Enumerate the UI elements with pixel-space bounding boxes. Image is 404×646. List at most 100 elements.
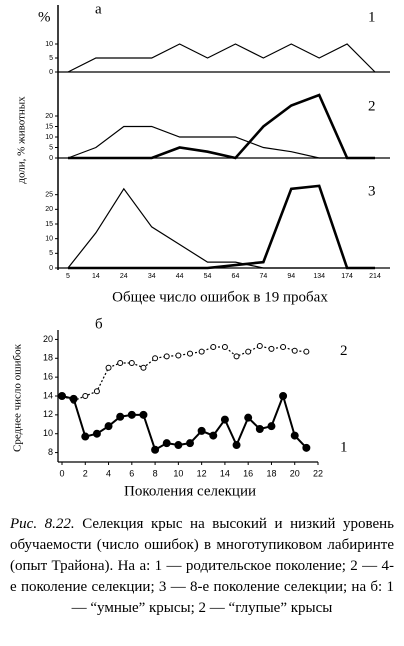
y-tick-label: 14 <box>43 390 53 400</box>
y-tick-label: 5 <box>49 250 53 257</box>
x-tick-label: 174 <box>341 273 353 280</box>
data-point <box>105 364 112 371</box>
data-point <box>162 439 171 448</box>
data-point <box>279 392 288 400</box>
data-point <box>220 415 229 424</box>
x-tick-label: 54 <box>204 273 212 280</box>
y-tick-label: 0 <box>49 69 53 76</box>
panel-number: 1 <box>368 9 376 25</box>
data-point <box>256 343 263 350</box>
data-point <box>209 431 218 440</box>
panel-label: б <box>95 316 103 332</box>
y-tick-label: 10 <box>45 41 53 48</box>
data-point <box>151 445 160 454</box>
x-tick-label: 214 <box>369 273 381 280</box>
x-tick-label: 74 <box>259 273 267 280</box>
y-tick-label: 15 <box>45 123 53 130</box>
x-tick-label: 5 <box>66 273 70 280</box>
x-tick-label: 24 <box>120 273 128 280</box>
x-tick-label: 8 <box>153 468 158 478</box>
x-tick-label: 18 <box>266 468 276 478</box>
x-tick-label: 14 <box>220 468 230 478</box>
data-point <box>58 392 66 400</box>
data-point <box>232 441 241 450</box>
y-tick-label: 10 <box>43 428 53 438</box>
series-label: 2 <box>340 343 348 359</box>
x-tick-label: 12 <box>197 468 207 478</box>
y-tick-label: 20 <box>45 113 53 120</box>
data-line <box>67 43 376 73</box>
data-point <box>187 350 193 357</box>
x-tick-label: 6 <box>129 468 134 478</box>
x-tick-label: 10 <box>173 468 183 478</box>
data-line <box>68 184 375 270</box>
data-point <box>92 429 101 438</box>
y-tick-label: 25 <box>45 192 53 199</box>
data-point <box>152 355 159 362</box>
data-point <box>290 431 299 440</box>
data-line <box>61 345 307 402</box>
series-label: 1 <box>340 439 348 455</box>
data-point <box>116 412 125 421</box>
data-line <box>67 125 375 159</box>
y-tick-label: 10 <box>45 134 53 141</box>
data-point <box>245 348 252 355</box>
y-tick-label: 0 <box>49 265 53 272</box>
data-point <box>69 394 78 403</box>
x-tick-label: 2 <box>83 468 88 478</box>
x-tick-label: 16 <box>243 468 253 478</box>
data-point <box>82 393 89 399</box>
y-tick-label: 8 <box>48 447 53 457</box>
data-point <box>174 441 183 450</box>
data-point <box>210 343 217 350</box>
data-point <box>291 347 298 354</box>
y-axis-label: Среднее число ошибок <box>12 343 24 452</box>
data-point <box>175 352 182 359</box>
caption-text: Селекция крыс на высокий и низкий уровен… <box>10 516 394 616</box>
x-tick-label: 20 <box>290 468 300 478</box>
data-point <box>140 364 147 371</box>
x-tick-label: 44 <box>176 273 184 280</box>
data-point <box>233 353 240 360</box>
data-point <box>302 443 311 452</box>
data-point <box>197 426 206 435</box>
data-point <box>303 348 310 355</box>
x-axis-label: Поколения селекции <box>124 483 256 499</box>
x-tick-label: 134 <box>313 273 325 280</box>
y-tick-label: 20 <box>43 334 53 344</box>
data-point <box>244 413 253 422</box>
data-point <box>81 432 90 441</box>
x-tick-label: 94 <box>287 273 295 280</box>
caption-label: Рис. 8.22. <box>10 516 75 532</box>
data-point <box>198 348 205 355</box>
data-point <box>128 360 135 366</box>
y-axis-label: доли, % животных <box>16 96 28 184</box>
data-point <box>163 353 170 360</box>
data-point <box>221 343 228 350</box>
data-line <box>67 187 375 269</box>
data-point <box>139 410 148 419</box>
caption: Рис. 8.22. Селекция крыс на высокий и ни… <box>10 514 394 619</box>
data-line <box>68 93 375 160</box>
y-tick-label: 15 <box>45 221 53 228</box>
data-line <box>61 392 308 452</box>
y-unit: % <box>38 9 51 25</box>
data-point <box>267 422 276 431</box>
x-tick-label: 4 <box>106 468 111 478</box>
data-point <box>104 422 113 431</box>
y-tick-label: 5 <box>49 55 53 62</box>
x-tick-label: 34 <box>148 273 156 280</box>
panel-number: 2 <box>368 98 376 114</box>
data-point <box>280 343 287 350</box>
y-tick-label: 0 <box>49 155 53 162</box>
panel-number: 3 <box>368 183 376 199</box>
x-axis-label: Общее число ошибок в 19 пробах <box>112 289 328 305</box>
data-point <box>186 439 194 448</box>
x-tick-label: 64 <box>232 273 240 280</box>
figure: а % доли, % животных Общее число ошибок … <box>12 1 390 499</box>
data-point <box>93 388 100 395</box>
data-point <box>127 410 136 419</box>
y-tick-label: 12 <box>43 409 53 419</box>
y-tick-label: 20 <box>45 206 53 213</box>
